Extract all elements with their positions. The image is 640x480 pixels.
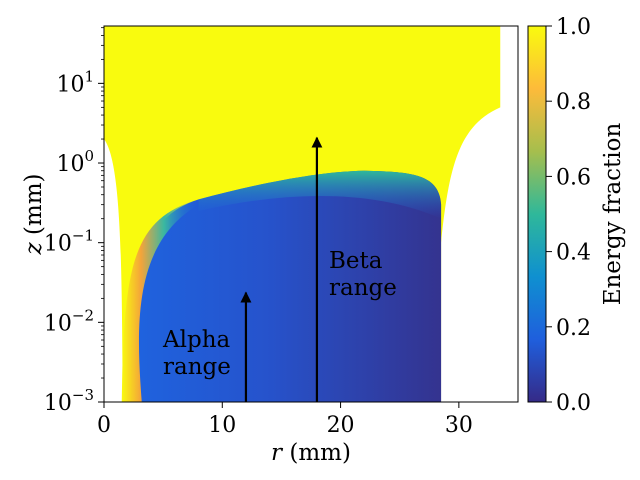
- colorbar-label: Energy fraction: [600, 123, 626, 306]
- y-tick-label: 10−2: [44, 306, 94, 336]
- colorbar-tick-label: 0.8: [556, 90, 591, 115]
- y-tick-label: 100: [56, 147, 94, 177]
- colorbar-tick-label: 0.2: [556, 316, 591, 341]
- x-tick-label: 10: [208, 413, 236, 438]
- beta-range-label: Beta: [329, 248, 383, 274]
- colorbar-tick-label: 0.6: [556, 165, 591, 190]
- partial-energy-region: [123, 170, 442, 402]
- beta-range-label: range: [329, 275, 397, 301]
- x-axis-label: r (mm): [271, 440, 351, 466]
- alpha-range-label: Alpha: [162, 327, 231, 353]
- x-tick-label: 30: [445, 413, 473, 438]
- left-edge-gradient: [121, 199, 199, 402]
- y-tick-label: 10−1: [44, 227, 94, 257]
- x-tick-label: 0: [97, 413, 111, 438]
- x-tick-label: 20: [327, 413, 355, 438]
- colorbar-tick-label: 0.4: [556, 241, 591, 266]
- plot-area: [104, 26, 518, 402]
- plot-frame: [103, 25, 519, 403]
- y-tick-label: 101: [56, 67, 94, 97]
- x-axis-ticks: 0 10 20 30: [97, 402, 473, 438]
- colorbar-gradient: [527, 25, 547, 403]
- colorbar-ticks: 0.0 0.2 0.4 0.6 0.8 1.0: [546, 15, 591, 416]
- colorbar-tick-label: 1.0: [556, 15, 591, 40]
- top-edge-gradient: [198, 170, 442, 219]
- y-tick-label: 10−3: [44, 386, 94, 416]
- colorbar-tick-label: 0.0: [556, 391, 591, 416]
- alpha-range-label: range: [163, 354, 231, 380]
- colorbar: [527, 25, 547, 403]
- y-axis-ticks: 10−3 10−2 10−1 100 101: [44, 27, 104, 416]
- y-axis-label: z (mm): [21, 173, 47, 255]
